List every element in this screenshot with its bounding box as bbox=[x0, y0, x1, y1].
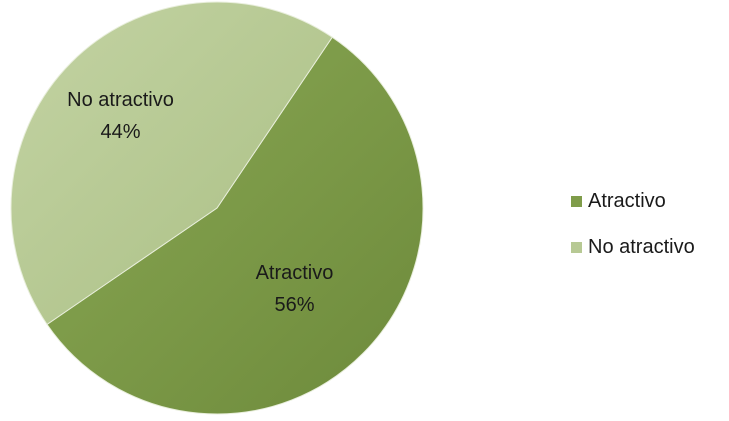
legend-swatch bbox=[571, 195, 582, 207]
legend-label: Atractivo bbox=[588, 189, 666, 212]
legend-item: Atractivo bbox=[571, 186, 695, 216]
slice-label-percent: 44% bbox=[101, 121, 141, 143]
legend-item: No atractivo bbox=[571, 232, 695, 262]
pie-slices bbox=[10, 1, 424, 415]
legend-label: No atractivo bbox=[588, 235, 695, 258]
pie-slice-labels: Atractivo 56% No atractivo 44% bbox=[67, 89, 333, 316]
pie-slice-atractivo bbox=[46, 36, 424, 415]
slice-label-name: Atractivo bbox=[256, 262, 334, 284]
slice-label-percent: 56% bbox=[274, 294, 314, 316]
pie-slice-no-atractivo bbox=[10, 1, 333, 326]
legend: Atractivo No atractivo bbox=[571, 186, 695, 278]
slice-label-name: No atractivo bbox=[67, 89, 174, 111]
legend-swatch bbox=[571, 241, 582, 253]
